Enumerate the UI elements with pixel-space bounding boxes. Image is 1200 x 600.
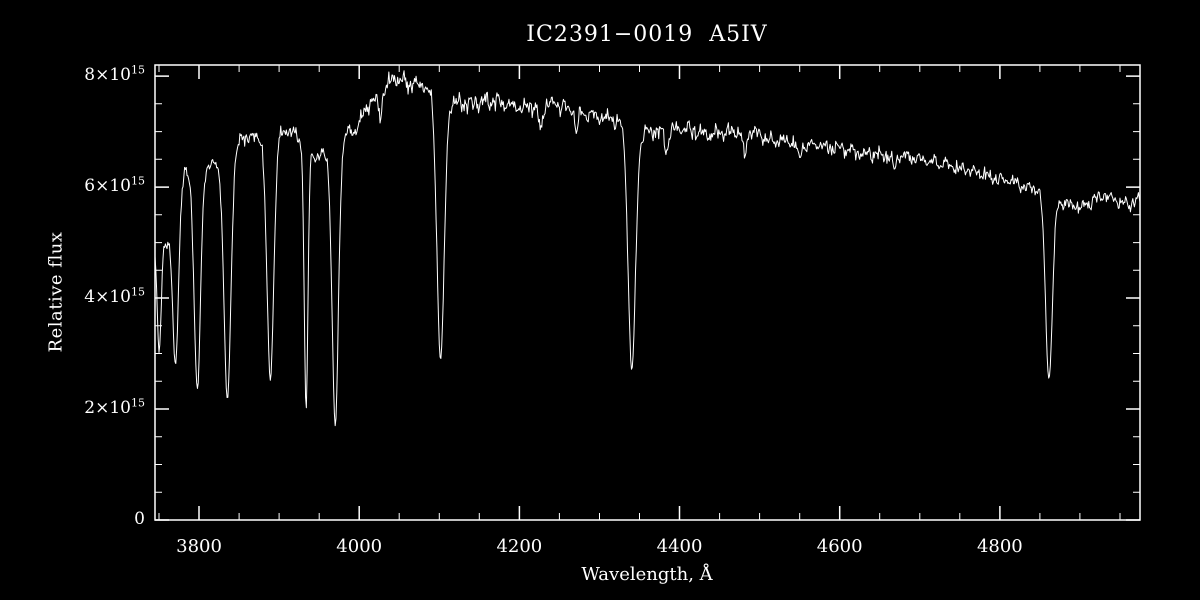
y-tick-label: 6×1015: [84, 174, 145, 197]
x-tick-label: 4600: [816, 536, 863, 557]
y-tick-label: 0: [134, 509, 145, 529]
x-tick-label: 4800: [976, 536, 1023, 557]
axes-frame: [154, 64, 1141, 521]
y-tick-label: 2×1015: [84, 396, 145, 419]
x-tick-label: 4400: [656, 536, 703, 557]
minor-ticks: [155, 65, 1140, 520]
x-tick-label: 3800: [176, 536, 222, 557]
x-tick-label: 4000: [336, 536, 383, 557]
x-axis-label: Wavelength, Å: [581, 564, 713, 585]
spectrum-line: [154, 70, 1141, 427]
x-tick-label: 4200: [496, 536, 543, 557]
major-ticks: [155, 65, 1140, 521]
chart-title: IC2391−0019 A5IV: [526, 22, 768, 47]
y-tick-label: 4×1015: [84, 285, 145, 308]
y-tick-label: 8×1015: [84, 63, 145, 86]
